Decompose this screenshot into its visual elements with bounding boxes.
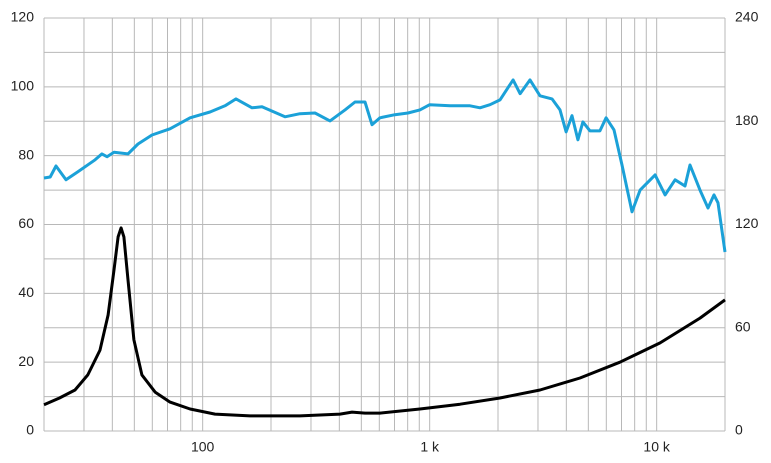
y2-tick-label: 180	[735, 112, 759, 128]
y-tick-label: 100	[11, 78, 35, 94]
y2-tick-label: 120	[735, 215, 759, 231]
y-tick-label: 80	[18, 146, 34, 162]
y2-tick-label: 240	[735, 9, 759, 25]
x-tick-label: 100	[191, 439, 215, 455]
y2-tick-label: 60	[735, 318, 751, 334]
y-tick-label: 120	[11, 9, 35, 25]
y-tick-label: 60	[18, 215, 34, 231]
y-tick-label: 0	[26, 422, 34, 438]
data-line	[43, 226, 726, 418]
x-tick-label: 10 k	[643, 439, 670, 455]
x-tick-label: 1 k	[420, 439, 440, 455]
y2-tick-label: 0	[735, 422, 743, 438]
y-tick-label: 40	[18, 284, 34, 300]
data-line	[43, 78, 727, 253]
y-tick-label: 20	[18, 353, 34, 369]
